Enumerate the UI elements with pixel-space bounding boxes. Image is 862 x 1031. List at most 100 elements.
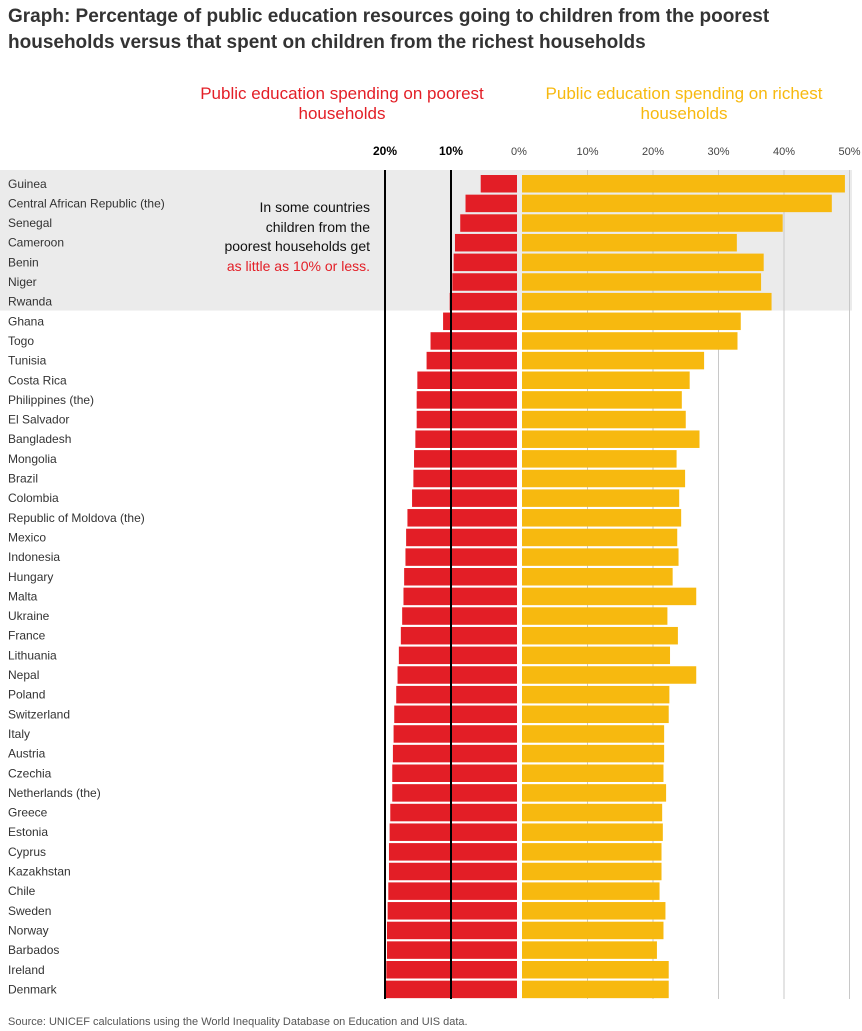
bar-poorest-republic-of-moldova-the (407, 509, 517, 527)
bar-poorest-colombia (412, 489, 517, 507)
country-label-niger: Niger (8, 275, 37, 289)
bar-richest-rwanda (522, 292, 772, 311)
annotation-highlight: as little as 10% or less. (226, 257, 370, 274)
bar-poorest-niger (452, 273, 517, 291)
bar-richest-ghana (522, 312, 741, 331)
bar-richest-netherlands-the (522, 784, 667, 802)
country-label-poland: Poland (8, 688, 45, 702)
bar-richest-poland (522, 685, 670, 704)
bar-richest-kazakhstan (522, 862, 662, 881)
country-label-estonia: Estonia (8, 825, 48, 839)
country-label-senegal: Senegal (8, 216, 52, 230)
country-label-mongolia: Mongolia (8, 452, 57, 466)
tick-label-rich-1: 20% (642, 146, 664, 158)
tick-label-poor-0: 20% (373, 144, 397, 158)
bar-richest-hungary (522, 568, 673, 586)
bar-poorest-nepal (397, 666, 517, 684)
country-label-france: France (8, 629, 46, 643)
bar-richest-cyprus (522, 843, 662, 861)
bar-poorest-italy (393, 725, 517, 743)
country-label-malta: Malta (8, 589, 38, 603)
bar-poorest-ukraine (402, 607, 517, 625)
bar-richest-france (522, 626, 678, 645)
bar-poorest-brazil (413, 469, 517, 488)
country-label-sweden: Sweden (8, 904, 51, 918)
bar-richest-indonesia (522, 548, 679, 566)
bar-poorest-chile (388, 882, 517, 900)
country-label-mexico: Mexico (8, 530, 46, 544)
bar-poorest-poland (396, 685, 517, 704)
country-label-cameroon: Cameroon (8, 236, 64, 250)
legend-poorest: Public education spending on poorest hou… (200, 84, 484, 123)
bar-poorest-sweden (387, 902, 517, 920)
bar-poorest-ghana (443, 312, 517, 331)
chart-title: Graph: Percentage of public education re… (8, 6, 770, 53)
country-label-costa-rica: Costa Rica (8, 373, 67, 387)
country-label-central-african-republic-the: Central African Republic (the) (8, 196, 165, 210)
bar-richest-mexico (522, 528, 678, 547)
bar-poorest-czechia (392, 764, 517, 782)
bar-poorest-rwanda (449, 292, 517, 311)
bar-poorest-benin (453, 253, 517, 272)
tick-label-rich-2: 30% (707, 146, 729, 158)
tick-label-rich-0: 10% (576, 146, 598, 158)
bar-richest-denmark (522, 980, 669, 999)
country-label-nepal: Nepal (8, 668, 39, 682)
bar-poorest-bangladesh (415, 430, 517, 448)
bar-richest-greece (522, 803, 663, 822)
country-label-ireland: Ireland (8, 963, 45, 977)
bar-poorest-togo (430, 332, 517, 350)
country-label-republic-of-moldova-the: Republic of Moldova (the) (8, 511, 145, 525)
bar-richest-czechia (522, 764, 664, 782)
bar-poorest-costa-rica (417, 371, 517, 389)
country-label-ghana: Ghana (8, 314, 44, 328)
bar-richest-guinea (522, 175, 845, 193)
bar-richest-bangladesh (522, 430, 700, 448)
bar-poorest-kazakhstan (388, 862, 517, 881)
bar-richest-lithuania (522, 646, 671, 665)
country-label-bangladesh: Bangladesh (8, 432, 71, 446)
country-label-austria: Austria (8, 747, 46, 761)
country-label-denmark: Denmark (8, 982, 58, 996)
bar-richest-ireland (522, 961, 669, 979)
country-label-brazil: Brazil (8, 472, 38, 486)
bar-richest-benin (522, 253, 764, 272)
tick-label-rich-3: 40% (773, 146, 795, 158)
country-label-philippines-the: Philippines (the) (8, 393, 94, 407)
bar-poorest-switzerland (394, 705, 517, 724)
bar-richest-togo (522, 332, 738, 350)
bar-poorest-france (400, 626, 517, 645)
bar-poorest-philippines-the (416, 391, 517, 409)
country-label-indonesia: Indonesia (8, 550, 60, 564)
bar-poorest-senegal (460, 214, 517, 232)
country-label-chile: Chile (8, 884, 36, 898)
tick-label-poor-1: 10% (439, 144, 463, 158)
bar-richest-mongolia (522, 450, 677, 468)
bar-poorest-lithuania (398, 646, 517, 665)
bar-richest-ukraine (522, 607, 668, 625)
country-label-greece: Greece (8, 806, 48, 820)
annotation-text: In some countries children from the poor… (224, 199, 370, 254)
country-label-togo: Togo (8, 334, 34, 348)
bar-richest-sweden (522, 902, 666, 920)
bar-poorest-hungary (404, 568, 517, 586)
country-label-el-salvador: El Salvador (8, 413, 69, 427)
bar-richest-norway (522, 921, 664, 940)
bar-richest-nepal (522, 666, 697, 684)
bar-richest-philippines-the (522, 391, 682, 409)
country-label-kazakhstan: Kazakhstan (8, 865, 71, 879)
bar-richest-republic-of-moldova-the (522, 509, 682, 527)
bar-richest-colombia (522, 489, 680, 507)
chart-canvas: 20% 10% 0% 10% 20% 30% 40% 50% Guinea Central Afr… (0, 144, 861, 999)
country-label-netherlands-the: Netherlands (the) (8, 786, 101, 800)
bar-richest-estonia (522, 823, 663, 841)
bar-poorest-estonia (389, 823, 517, 841)
country-label-colombia: Colombia (8, 491, 59, 505)
bar-richest-tunisia (522, 351, 705, 370)
country-label-lithuania: Lithuania (8, 648, 57, 662)
bar-richest-brazil (522, 469, 686, 488)
bar-richest-malta (522, 587, 697, 606)
country-label-guinea: Guinea (8, 177, 47, 191)
bar-poorest-mongolia (414, 450, 517, 468)
bar-richest-senegal (522, 214, 783, 232)
